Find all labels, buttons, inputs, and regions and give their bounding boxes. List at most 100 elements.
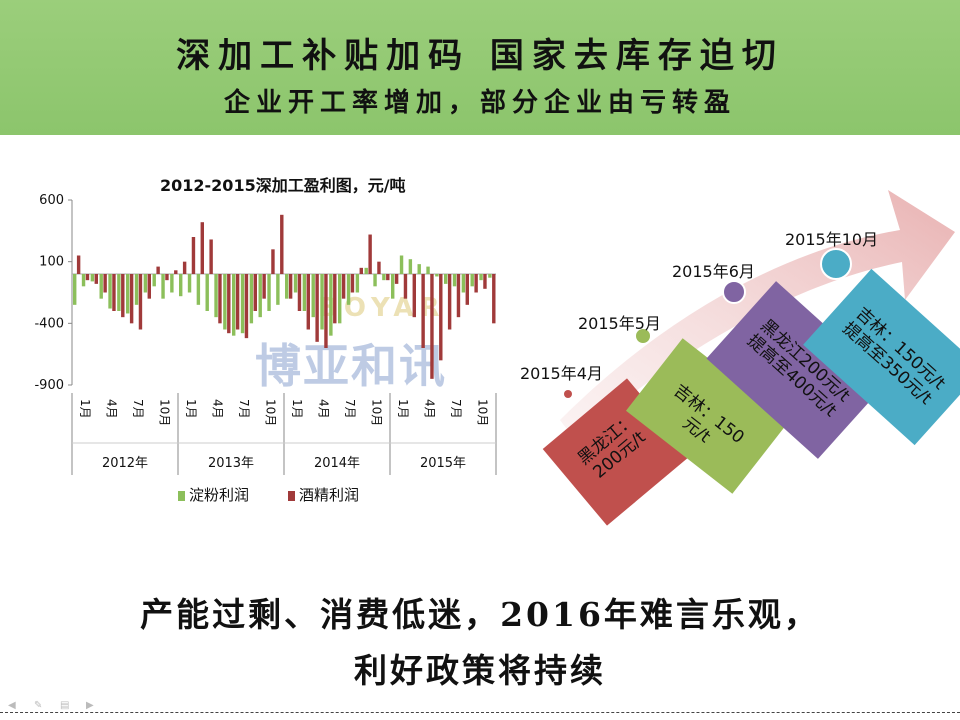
menu-icon[interactable]: ▤ [60,700,70,711]
bar-starch [461,274,466,293]
month-label: 4月 [105,399,119,419]
month-label: 10月 [370,399,384,426]
bar-alcohol [103,274,107,293]
year-label: 2014年 [314,456,360,471]
year-label: 2015年 [420,456,466,471]
bar-alcohol [297,274,302,311]
bar-starch [81,274,86,287]
bar-alcohol [447,274,452,330]
bar-alcohol [218,274,222,324]
bar-alcohol [280,214,284,274]
month-label: 4月 [423,399,437,419]
bar-alcohol [85,274,90,281]
month-label: 4月 [317,399,331,419]
bar-alcohol [456,274,461,318]
timeline-dot-june [722,280,746,304]
bar-starch [214,274,218,318]
timeline-dot-october [820,248,852,280]
bar-alcohol [121,274,125,318]
banner-subheadline: 企业开工率增加，部分企业由亏转盈 [223,88,736,118]
bar-alcohol [368,234,372,274]
month-label: 10月 [158,399,172,426]
prev-slide-icon[interactable]: ◀ [8,700,16,711]
bar-starch [470,274,474,287]
bar-alcohol [377,261,381,274]
title-banner: 深加工补贴加码 国家去库存迫切 企业开工率增加，部分企业由亏转盈 [0,0,960,135]
bar-alcohol [271,249,275,274]
bar-alcohol [359,267,363,274]
bar-starch [161,274,165,299]
bar-starch [187,274,192,293]
bar-starch [311,274,315,318]
bar-starch [479,274,483,281]
conclusion-line-2: 利好政策将持续 [354,651,606,690]
bar-alcohol [306,274,310,330]
bar-starch [179,274,183,297]
bar-starch [232,274,236,336]
legend-swatch-alcohol [288,491,295,501]
bar-starch [399,255,404,274]
bar-alcohol [191,237,196,274]
bar-alcohol [112,274,116,311]
bar-starch [417,264,421,274]
bar-starch [258,274,262,318]
month-label: 7月 [449,399,463,419]
bar-alcohol [129,274,134,324]
bar-alcohol [227,274,231,334]
chart-title: 2012-2015深加工盈利图，元/吨 [160,176,406,195]
next-slide-icon[interactable]: ▶ [86,700,94,711]
bar-alcohol [394,274,399,284]
bar-starch [90,274,95,282]
bar-starch [108,274,112,309]
bar-starch [249,274,254,324]
y-tick-label: -900 [34,378,64,393]
legend-item-alcohol: 酒精利润 [288,484,359,505]
bar-alcohol [333,274,337,324]
y-tick-label: 100 [39,255,64,270]
bar-starch [267,274,271,311]
bar-alcohol [182,261,187,274]
timeline-label-june: 2015年6月 [672,262,755,281]
pen-icon[interactable]: ✎ [34,700,43,711]
conclusion-line-1: 产能过剩、消费低迷，2016年难言乐观， [140,595,820,634]
bar-alcohol [235,274,240,330]
month-label: 10月 [264,399,278,426]
bar-starch [329,274,333,336]
bar-alcohol [412,274,416,318]
bar-alcohol [156,266,160,274]
month-label: 7月 [131,399,145,419]
bar-starch [355,274,360,293]
bar-starch [391,274,395,299]
year-label: 2012年 [102,456,148,471]
timeline-dot-april [564,390,572,398]
bar-starch [293,274,298,293]
month-label: 4月 [211,399,225,419]
bar-starch [452,274,457,287]
bar-starch [364,267,368,274]
bar-starch [117,274,121,311]
bar-starch [373,274,377,287]
month-label: 1月 [396,399,410,419]
bar-starch [285,274,289,299]
bar-alcohol [474,274,478,293]
bar-starch [152,274,156,287]
bar-alcohol [147,274,151,299]
bar-starch [320,274,324,330]
bar-alcohol [174,270,178,274]
bar-starch [338,274,342,324]
bar-alcohol [403,274,408,299]
bar-alcohol [386,274,390,281]
timeline-label-october: 2015年10月 [785,230,879,249]
bar-starch [382,274,386,281]
timeline-label-april: 2015年4月 [520,364,603,383]
bar-starch [223,274,227,330]
bar-alcohol [439,274,443,361]
timeline-label-may: 2015年5月 [578,314,661,333]
bar-starch [302,274,307,311]
bar-starch [240,274,245,334]
bar-alcohol [76,255,81,274]
bar-alcohol [94,274,98,284]
bar-starch [435,274,439,277]
y-tick-label: -400 [34,316,64,331]
bar-alcohol [209,239,213,274]
